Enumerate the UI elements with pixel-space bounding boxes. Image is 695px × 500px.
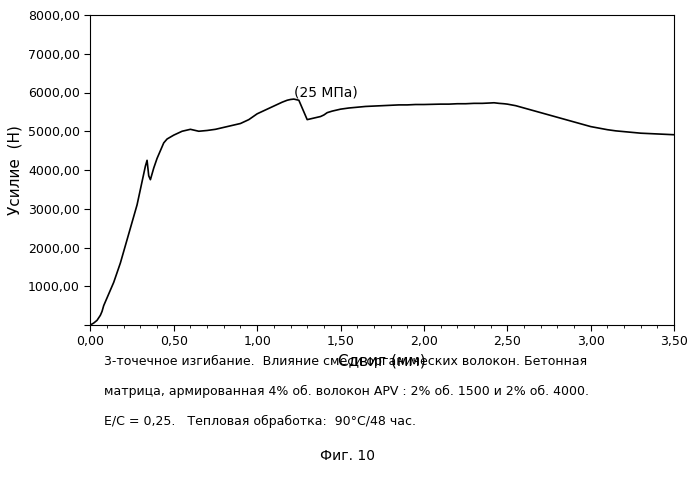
Text: матрица, армированная 4% об. волокон APV : 2% об. 1500 и 2% об. 4000.: матрица, армированная 4% об. волокон APV…: [104, 385, 589, 398]
Text: Фиг. 10: Фиг. 10: [320, 449, 375, 463]
Text: (25 МПа): (25 МПа): [294, 86, 358, 100]
X-axis label: Сдвиг (мм): Сдвиг (мм): [338, 354, 426, 369]
Text: E/C = 0,25.   Тепловая обработка:  90°C/48 час.: E/C = 0,25. Тепловая обработка: 90°C/48 …: [104, 415, 416, 428]
Y-axis label: Усилие  (Н): Усилие (Н): [8, 125, 22, 215]
Text: 3-точечное изгибание.  Влияние смеси органических волокон. Бетонная: 3-точечное изгибание. Влияние смеси орга…: [104, 355, 587, 368]
